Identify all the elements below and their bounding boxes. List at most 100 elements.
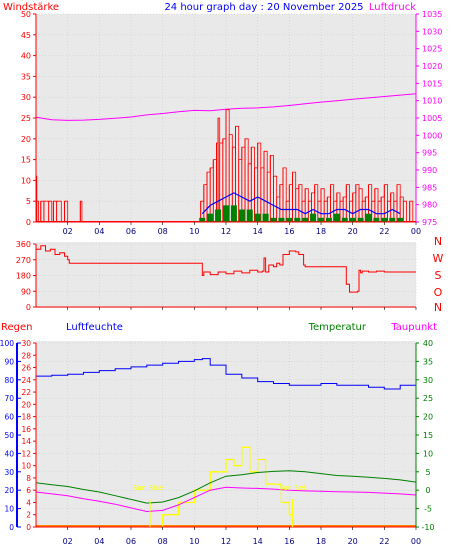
page-title: 24 hour graph day : 20 November 2025 xyxy=(164,2,363,13)
y-tick-label-temperature: 5 xyxy=(425,468,430,477)
y-tick-label-humidity: 70 xyxy=(4,394,14,403)
y-tick-label-windstaerke: 50 xyxy=(21,10,31,19)
wind-bft-bar xyxy=(397,217,404,222)
y-tick-label-temperature: 35 xyxy=(423,357,433,366)
y-tick-label-wind-direction: 270 xyxy=(16,256,31,265)
y-tick-label-temperature: 30 xyxy=(423,376,433,385)
wind-bft-bar xyxy=(254,213,261,222)
y-tick-label-humidity: 10 xyxy=(4,505,14,514)
x-tick-label-panel3: 22 xyxy=(379,537,389,546)
y-tick-label-luftdruck: 1015 xyxy=(422,79,442,88)
wind-bft-bar xyxy=(286,217,293,222)
temperatur-label: Temperatur xyxy=(308,322,367,333)
direction-label: S xyxy=(435,269,442,282)
wind-bft-bar xyxy=(365,213,372,222)
y-tick-label-windstaerke: 35 xyxy=(21,72,31,81)
x-tick-label-panel3: 10 xyxy=(189,537,199,546)
x-tick-label-panel1: 12 xyxy=(221,227,231,236)
y-tick-label-wind-direction: 360 xyxy=(16,240,31,249)
x-tick-label-panel3: 16 xyxy=(284,537,294,546)
taupunkt-label: Taupunkt xyxy=(390,322,437,333)
x-tick-label-panel3: 12 xyxy=(221,537,231,546)
y-tick-label-windstaerke: 20 xyxy=(21,135,31,144)
x-tick-label-panel1: 02 xyxy=(63,227,73,236)
y-tick-label-rain: 16 xyxy=(21,425,31,434)
y-tick-label-wind-direction: 180 xyxy=(16,272,31,281)
y-tick-label-rain: 18 xyxy=(21,413,31,422)
wind-bft-bar xyxy=(278,217,285,222)
y-tick-label-rain: 2 xyxy=(26,511,31,520)
y-tick-label-windstaerke: 25 xyxy=(21,114,31,123)
y-tick-label-temperature: 40 xyxy=(423,339,433,348)
x-tick-label-panel3: 20 xyxy=(348,537,358,546)
wind-bft-bar xyxy=(318,217,324,222)
rain-baseline xyxy=(36,525,416,527)
wind-bft-bar xyxy=(341,217,348,222)
wind-bft-bar xyxy=(230,205,237,222)
y-tick-label-rain: 10 xyxy=(21,462,31,471)
y-tick-label-windstaerke: 15 xyxy=(21,156,31,165)
y-tick-label-windstaerke: 5 xyxy=(26,197,31,206)
wind-bft-bar xyxy=(262,213,269,222)
sunset-label: Sun Set xyxy=(279,484,306,492)
y-tick-label-luftdruck: 1000 xyxy=(422,131,442,140)
y-tick-label-luftdruck: 985 xyxy=(422,183,437,192)
x-tick-label-panel1: 00 xyxy=(411,227,421,236)
y-tick-label-temperature: 20 xyxy=(423,413,433,422)
y-tick-label-luftdruck: 995 xyxy=(422,149,437,158)
luftfeuchte-label: Luftfeuchte xyxy=(66,322,123,333)
windstaerke-label: Windstärke xyxy=(3,2,59,13)
y-tick-label-rain: 28 xyxy=(21,351,31,360)
wind-bft-bar xyxy=(381,217,388,222)
wind-bft-bar xyxy=(357,217,364,222)
x-tick-label-panel1: 20 xyxy=(348,227,358,236)
x-tick-label-panel1: 08 xyxy=(158,227,168,236)
x-tick-label-panel3: 08 xyxy=(158,537,168,546)
humidity-line xyxy=(36,358,417,390)
wind-direction-line xyxy=(36,245,416,293)
y-tick-label-luftdruck: 1020 xyxy=(422,62,442,71)
x-tick-label-panel1: 22 xyxy=(379,227,389,236)
x-tick-label-panel1: 10 xyxy=(189,227,199,236)
wind-bft-bar xyxy=(199,217,206,222)
y-tick-label-luftdruck: 1005 xyxy=(422,114,442,123)
x-tick-label-panel3: 00 xyxy=(411,537,421,546)
wind-bft-bar xyxy=(207,213,214,222)
y-tick-label-rain: 12 xyxy=(21,449,31,458)
y-tick-label-windstaerke: 0 xyxy=(26,218,31,227)
y-tick-label-rain: 30 xyxy=(21,339,31,348)
sunrise-label: Sun Rise xyxy=(133,484,163,492)
y-tick-label-luftdruck: 1010 xyxy=(422,97,442,106)
y-tick-label-rain: 20 xyxy=(21,400,31,409)
x-tick-label-panel1: 06 xyxy=(126,227,136,236)
wind-bft-bar xyxy=(238,209,245,222)
regen-label: Regen xyxy=(1,322,33,333)
wind-bft-bar xyxy=(349,217,356,222)
wind-bft-bar xyxy=(310,213,317,222)
wind-bft-bar xyxy=(389,217,396,222)
y-tick-label-wind-direction: 0 xyxy=(26,303,31,312)
y-tick-label-wind-direction: 90 xyxy=(21,287,31,296)
y-tick-label-windstaerke: 10 xyxy=(21,176,31,185)
y-tick-label-temperature: 15 xyxy=(423,431,433,440)
y-tick-label-temperature: 0 xyxy=(425,486,430,495)
y-tick-label-rain: 24 xyxy=(21,376,31,385)
x-tick-label-panel1: 16 xyxy=(284,227,294,236)
dewpoint-line xyxy=(35,486,417,513)
y-tick-label-humidity: 30 xyxy=(4,468,14,477)
luftdruck-label: Luftdruck xyxy=(369,2,416,13)
y-tick-label-humidity: 60 xyxy=(4,413,14,422)
y-tick-label-humidity: 100 xyxy=(0,339,14,348)
wind-bft-series xyxy=(199,205,404,222)
wind-bft-bar xyxy=(333,213,340,222)
temperature-line xyxy=(35,470,417,504)
x-tick-label-panel3: 14 xyxy=(253,537,263,546)
y-tick-label-luftdruck: 980 xyxy=(422,201,437,210)
y-tick-label-rain: 14 xyxy=(21,437,31,446)
y-tick-label-luftdruck: 1035 xyxy=(422,10,442,19)
marks-layer: Sun Rise Sun Set xyxy=(133,484,306,527)
solar-line xyxy=(150,446,294,528)
wind-bft-bar xyxy=(294,217,301,222)
